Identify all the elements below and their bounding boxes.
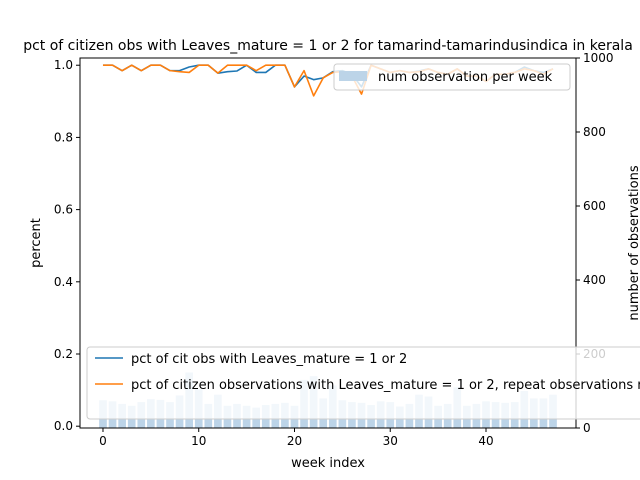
x-axis: 0 10 20 30 40 xyxy=(99,428,494,448)
legend-lines-frame xyxy=(86,346,640,420)
y-axis-left: 0.0 0.2 0.4 0.6 0.8 1.0 xyxy=(54,58,80,433)
y-tick-label: 0.2 xyxy=(54,347,73,361)
y-right-tick-label: 0 xyxy=(583,421,591,435)
y-tick-label: 0.6 xyxy=(54,203,73,217)
y-axis-label: percent xyxy=(29,218,44,268)
x-tick-label: 0 xyxy=(99,434,107,448)
legend-bars: num observation per week xyxy=(333,63,571,91)
chart-title: pct of citizen obs with Leaves_mature = … xyxy=(23,38,633,54)
y-tick-label: 1.0 xyxy=(54,58,73,72)
legend-bars-swatch xyxy=(339,71,367,81)
legend-bars-label: num observation per week xyxy=(378,70,553,85)
x-tick-label: 20 xyxy=(287,434,302,448)
y-right-tick-label: 800 xyxy=(583,125,606,139)
y-axis-right-label: number of observations xyxy=(627,165,640,320)
legend-line-label-1: pct of cit obs with Leaves_mature = 1 or… xyxy=(131,352,407,367)
plot-frame xyxy=(79,57,577,429)
y-right-tick-label: 1000 xyxy=(583,51,614,65)
x-tick-label: 10 xyxy=(191,434,206,448)
x-axis-label: week index xyxy=(291,456,365,471)
y-right-tick-label: 600 xyxy=(583,199,606,213)
legend-line-label-2: pct of citizen observations with Leaves_… xyxy=(131,378,640,393)
legend-lines: pct of cit obs with Leaves_mature = 1 or… xyxy=(86,346,640,420)
y-tick-label: 0.0 xyxy=(54,419,73,433)
x-tick-label: 30 xyxy=(383,434,398,448)
x-tick-label: 40 xyxy=(478,434,493,448)
y-tick-label: 0.4 xyxy=(54,275,73,289)
legend-bars-frame xyxy=(333,63,571,91)
y-tick-label: 0.8 xyxy=(54,130,73,144)
y-right-tick-label: 400 xyxy=(583,273,606,287)
